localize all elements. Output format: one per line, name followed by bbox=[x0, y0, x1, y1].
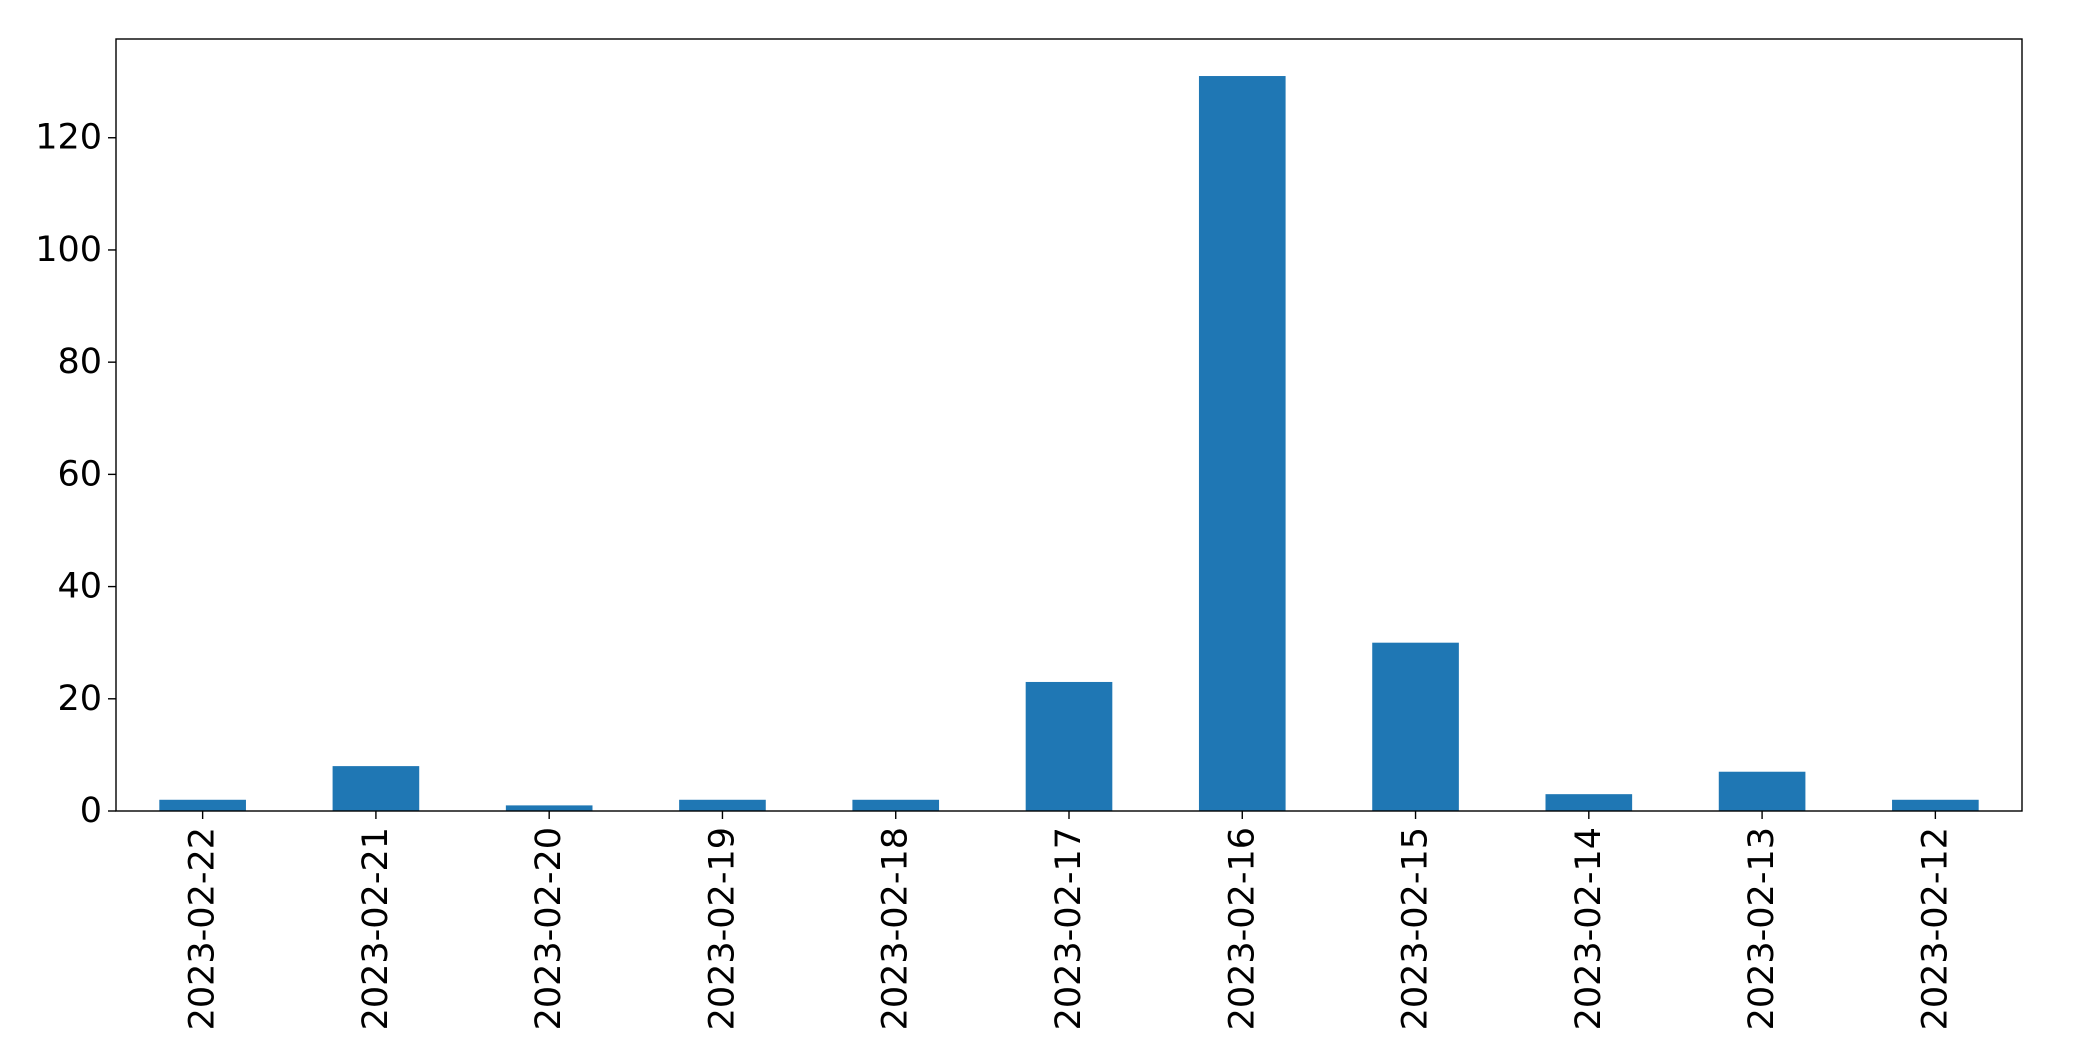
x-tick-label: 2023-02-22 bbox=[183, 827, 223, 1030]
bars-group bbox=[159, 76, 1979, 812]
bar-2023-02-20 bbox=[505, 805, 593, 811]
y-tick-label: 40 bbox=[57, 567, 102, 607]
x-tick-label: 2023-02-14 bbox=[1569, 827, 1609, 1030]
bar-2023-02-14 bbox=[1545, 794, 1633, 811]
y-tick-label: 100 bbox=[35, 230, 102, 270]
bar-2023-02-16 bbox=[1198, 76, 1286, 812]
plot-frame bbox=[115, 38, 2023, 812]
bar-2023-02-19 bbox=[679, 799, 766, 811]
x-tick-label: 2023-02-21 bbox=[356, 827, 396, 1030]
x-tick-label: 2023-02-17 bbox=[1049, 827, 1089, 1030]
x-tick-label: 2023-02-20 bbox=[529, 827, 569, 1030]
bar-2023-02-12 bbox=[1892, 799, 1979, 811]
bar-2023-02-17 bbox=[1025, 681, 1113, 811]
y-tick-label: 80 bbox=[57, 342, 102, 382]
y-tick-label: 20 bbox=[57, 679, 102, 719]
bar-2023-02-21 bbox=[332, 766, 420, 811]
x-tick-label: 2023-02-16 bbox=[1222, 827, 1262, 1030]
bar-2023-02-13 bbox=[1718, 771, 1806, 811]
x-tick-label: 2023-02-12 bbox=[1915, 827, 1955, 1030]
bar-2023-02-22 bbox=[159, 799, 246, 811]
y-tick-label: 60 bbox=[57, 454, 102, 494]
bar-2023-02-15 bbox=[1372, 642, 1459, 811]
y-tick-label: 0 bbox=[80, 791, 102, 831]
bar-2023-02-18 bbox=[852, 799, 940, 811]
x-tick-label: 2023-02-15 bbox=[1396, 827, 1436, 1030]
x-axis-ticks: 2023-02-22 2023-02-21 2023-02-20 2023-02-19… bbox=[183, 811, 1955, 1030]
y-axis-ticks: 0 20 40 60 80 100 120 bbox=[35, 118, 116, 831]
y-tick-label: 120 bbox=[35, 118, 102, 158]
x-tick-label: 2023-02-18 bbox=[876, 827, 916, 1030]
x-tick-label: 2023-02-13 bbox=[1742, 827, 1782, 1030]
x-tick-label: 2023-02-19 bbox=[702, 827, 742, 1030]
